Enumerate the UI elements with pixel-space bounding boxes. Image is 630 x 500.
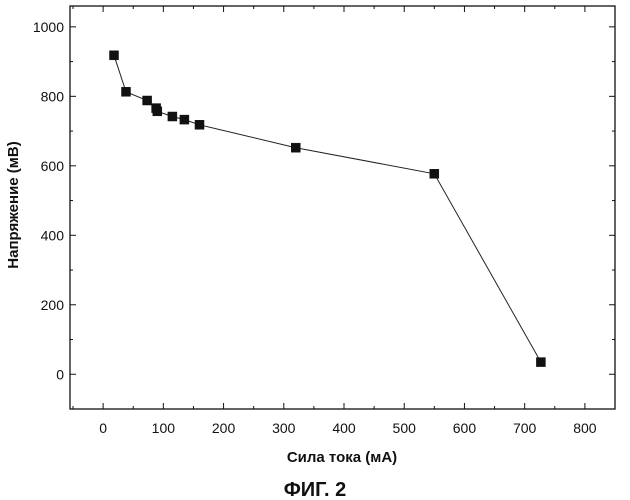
x-tick-label: 800 (573, 420, 597, 436)
y-tick-label: 400 (41, 227, 65, 243)
x-tick-label: 400 (332, 420, 356, 436)
data-point (291, 143, 300, 152)
data-point (110, 51, 119, 60)
x-tick-label: 700 (513, 420, 537, 436)
y-tick-label: 800 (41, 88, 65, 104)
x-tick-label: 100 (152, 420, 176, 436)
y-tick-label: 0 (56, 366, 64, 382)
x-tick-label: 500 (393, 420, 417, 436)
x-tick-label: 300 (272, 420, 296, 436)
y-tick-label: 600 (41, 158, 65, 174)
x-tick-label: 0 (99, 420, 107, 436)
chart: 0 200 400 600 800 1000 0 100 200 300 400 500 600 700… (0, 0, 630, 500)
data-point (536, 358, 545, 367)
data-point (168, 112, 177, 121)
y-tick-label: 1000 (33, 19, 64, 35)
x-axis-title: Сила тока (мА) (287, 449, 397, 466)
y-axis-title: Напряжение (мВ) (5, 141, 22, 268)
y-tick-label: 200 (41, 297, 65, 313)
data-point (122, 87, 131, 96)
data-point (153, 107, 162, 116)
x-tick-label: 600 (453, 420, 477, 436)
series-line (114, 55, 541, 362)
x-axis-ticks: 0 100 200 300 400 500 600 700 800 (73, 6, 615, 436)
data-point (430, 169, 439, 178)
data-markers (110, 51, 546, 367)
figure-caption: ФИГ. 2 (284, 479, 347, 500)
y-axis-ticks: 0 200 400 600 800 1000 (33, 19, 615, 409)
data-point (143, 96, 152, 105)
data-point (195, 120, 204, 129)
x-tick-label: 200 (212, 420, 236, 436)
data-point (180, 115, 189, 124)
